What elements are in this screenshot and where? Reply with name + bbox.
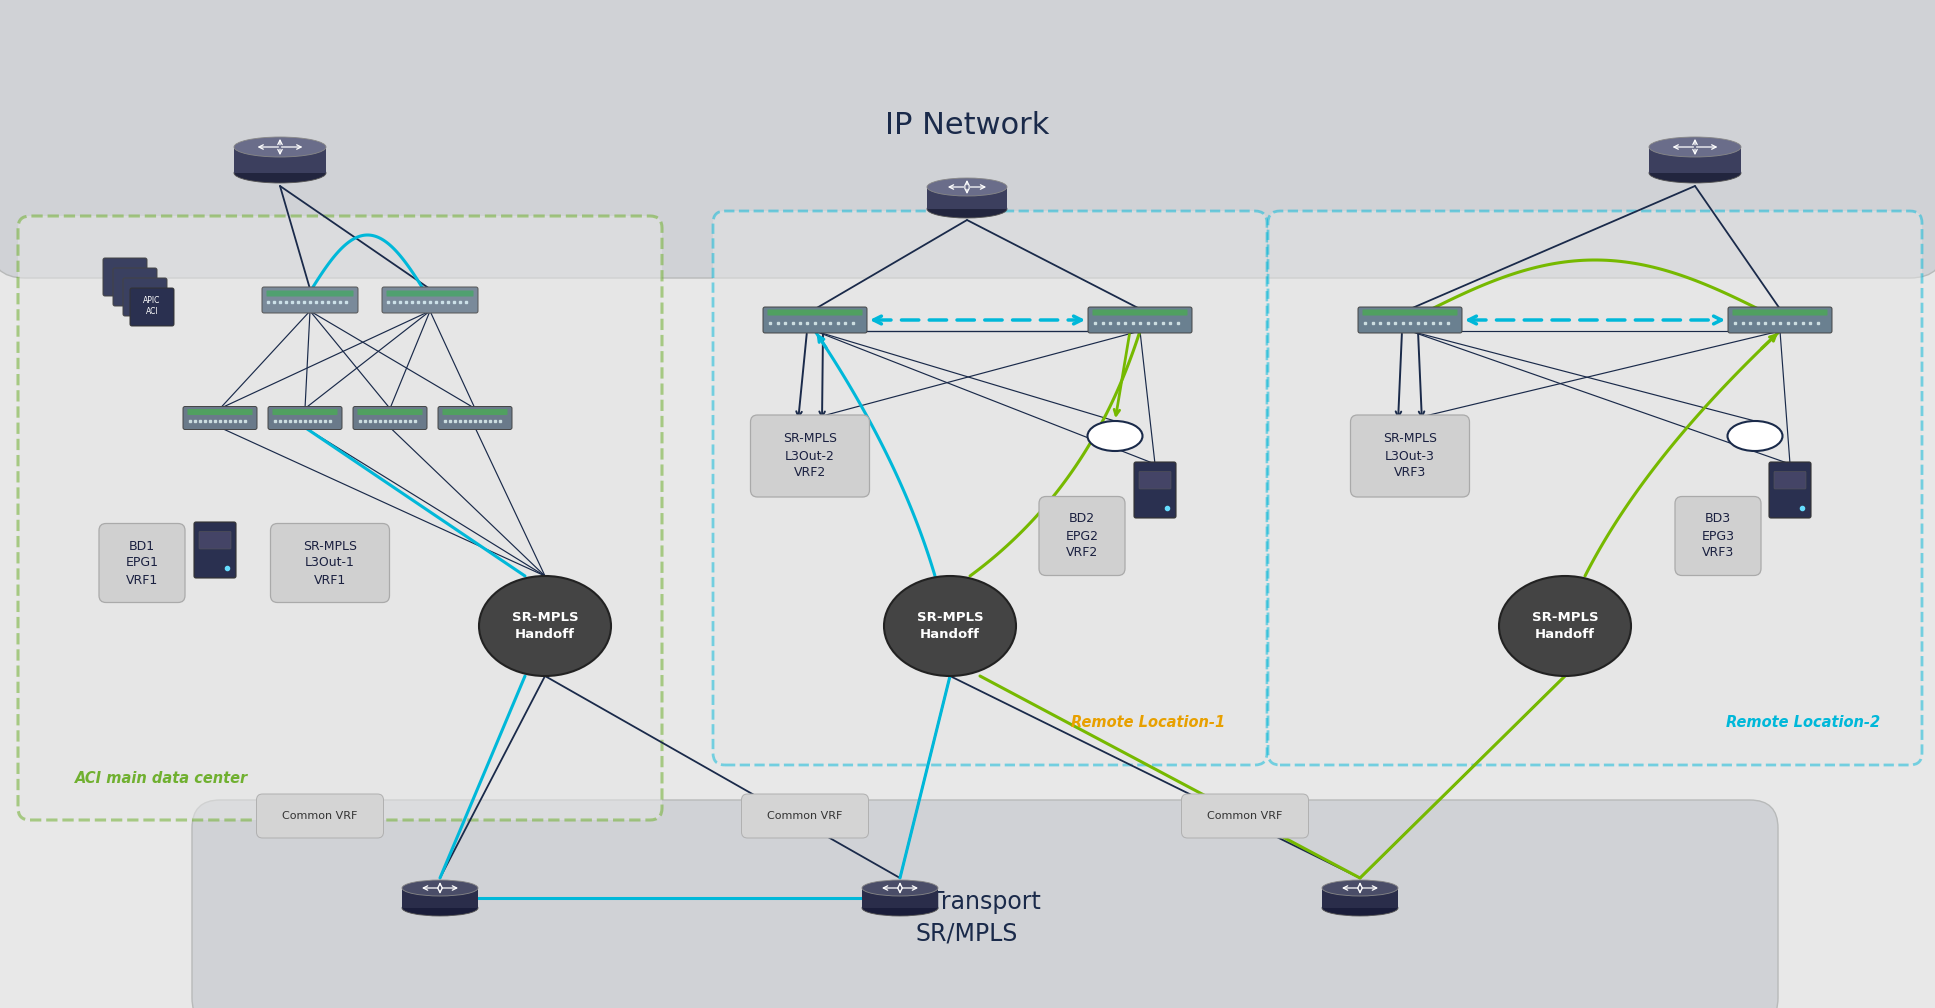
Ellipse shape	[1322, 900, 1397, 916]
Polygon shape	[1322, 888, 1397, 908]
FancyBboxPatch shape	[1182, 794, 1308, 838]
FancyBboxPatch shape	[124, 278, 166, 316]
Text: Remote Location-2: Remote Location-2	[1726, 715, 1881, 730]
FancyBboxPatch shape	[1093, 309, 1188, 316]
Ellipse shape	[1649, 163, 1742, 183]
Ellipse shape	[861, 900, 938, 916]
FancyBboxPatch shape	[188, 409, 252, 415]
Text: Remote Location-1: Remote Location-1	[1070, 715, 1225, 730]
FancyBboxPatch shape	[269, 406, 342, 429]
FancyBboxPatch shape	[261, 287, 358, 313]
Polygon shape	[1649, 147, 1742, 173]
Text: Common VRF: Common VRF	[1207, 811, 1283, 821]
Polygon shape	[927, 187, 1006, 209]
Text: SR-MPLS
Handoff: SR-MPLS Handoff	[917, 611, 983, 641]
FancyBboxPatch shape	[199, 531, 230, 549]
Text: ACI main data center: ACI main data center	[75, 771, 248, 786]
FancyBboxPatch shape	[1774, 472, 1805, 489]
FancyBboxPatch shape	[352, 406, 428, 429]
Text: APIC
ACI: APIC ACI	[143, 296, 161, 316]
Ellipse shape	[1649, 137, 1742, 157]
Ellipse shape	[402, 900, 478, 916]
FancyBboxPatch shape	[762, 307, 867, 333]
FancyBboxPatch shape	[112, 268, 157, 306]
Text: SP Transport
SR/MPLS: SP Transport SR/MPLS	[894, 890, 1041, 946]
Text: SR-MPLS
L3Out-1
VRF1: SR-MPLS L3Out-1 VRF1	[304, 539, 356, 587]
FancyBboxPatch shape	[1087, 307, 1192, 333]
FancyBboxPatch shape	[1358, 307, 1463, 333]
FancyBboxPatch shape	[267, 290, 354, 296]
FancyBboxPatch shape	[712, 211, 1267, 765]
FancyBboxPatch shape	[741, 794, 869, 838]
Ellipse shape	[927, 200, 1006, 218]
Text: Common VRF: Common VRF	[283, 811, 358, 821]
Ellipse shape	[1728, 421, 1782, 451]
FancyBboxPatch shape	[273, 409, 337, 415]
FancyBboxPatch shape	[184, 406, 257, 429]
FancyBboxPatch shape	[1362, 309, 1457, 316]
FancyBboxPatch shape	[1769, 462, 1811, 518]
Ellipse shape	[1087, 421, 1142, 451]
FancyBboxPatch shape	[768, 309, 863, 316]
FancyBboxPatch shape	[1039, 497, 1124, 576]
Ellipse shape	[234, 163, 325, 183]
FancyBboxPatch shape	[103, 258, 147, 296]
FancyBboxPatch shape	[130, 288, 174, 326]
FancyBboxPatch shape	[271, 523, 389, 603]
FancyBboxPatch shape	[381, 287, 478, 313]
FancyBboxPatch shape	[751, 415, 869, 497]
FancyBboxPatch shape	[437, 406, 513, 429]
Ellipse shape	[1322, 880, 1397, 896]
Ellipse shape	[1500, 576, 1631, 676]
Polygon shape	[234, 147, 325, 173]
Text: IP Network: IP Network	[884, 112, 1049, 140]
FancyBboxPatch shape	[1140, 472, 1171, 489]
Ellipse shape	[234, 137, 325, 157]
FancyBboxPatch shape	[99, 523, 186, 603]
Text: BD3
EPG3
VRF3: BD3 EPG3 VRF3	[1701, 512, 1734, 559]
FancyBboxPatch shape	[387, 290, 474, 296]
FancyBboxPatch shape	[1134, 462, 1176, 518]
FancyBboxPatch shape	[1732, 309, 1827, 316]
FancyBboxPatch shape	[17, 216, 662, 820]
FancyBboxPatch shape	[1676, 497, 1761, 576]
FancyBboxPatch shape	[192, 800, 1778, 1008]
Ellipse shape	[402, 880, 478, 896]
Polygon shape	[402, 888, 478, 908]
Ellipse shape	[884, 576, 1016, 676]
Ellipse shape	[861, 880, 938, 896]
Polygon shape	[861, 888, 938, 908]
Ellipse shape	[927, 178, 1006, 196]
FancyBboxPatch shape	[1351, 415, 1469, 497]
FancyBboxPatch shape	[0, 0, 1935, 278]
Text: BD1
EPG1
VRF1: BD1 EPG1 VRF1	[126, 539, 159, 587]
Ellipse shape	[480, 576, 611, 676]
Text: SR-MPLS
Handoff: SR-MPLS Handoff	[1533, 611, 1598, 641]
FancyBboxPatch shape	[1267, 211, 1921, 765]
FancyBboxPatch shape	[194, 522, 236, 578]
Text: SR-MPLS
Handoff: SR-MPLS Handoff	[511, 611, 579, 641]
FancyBboxPatch shape	[1728, 307, 1832, 333]
Text: SR-MPLS
L3Out-2
VRF2: SR-MPLS L3Out-2 VRF2	[784, 432, 838, 480]
FancyBboxPatch shape	[257, 794, 383, 838]
Text: Common VRF: Common VRF	[768, 811, 842, 821]
Text: BD2
EPG2
VRF2: BD2 EPG2 VRF2	[1066, 512, 1099, 559]
Text: SR-MPLS
L3Out-3
VRF3: SR-MPLS L3Out-3 VRF3	[1384, 432, 1438, 480]
FancyBboxPatch shape	[443, 409, 507, 415]
FancyBboxPatch shape	[358, 409, 422, 415]
